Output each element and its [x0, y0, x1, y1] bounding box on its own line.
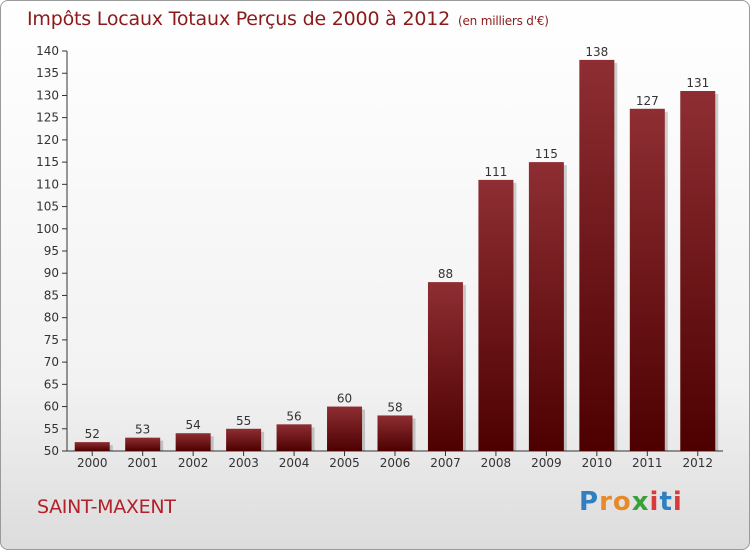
- data-label: 88: [438, 267, 453, 281]
- data-label: 111: [484, 165, 507, 179]
- y-tick-label: 70: [44, 355, 59, 369]
- x-tick-label: 2004: [279, 456, 310, 470]
- y-tick-label: 130: [36, 88, 59, 102]
- data-label: 52: [85, 427, 100, 441]
- y-tick-label: 120: [36, 133, 59, 147]
- y-tick-label: 110: [36, 177, 59, 191]
- y-tick-label: 140: [36, 44, 59, 58]
- data-label: 60: [337, 392, 352, 406]
- x-tick-label: 2008: [481, 456, 512, 470]
- y-tick-label: 100: [36, 222, 59, 236]
- x-tick-label: 2011: [632, 456, 663, 470]
- x-tick-label: 2003: [228, 456, 259, 470]
- y-tick-label: 90: [44, 266, 59, 280]
- bar: [327, 406, 363, 451]
- chart-title: Impôts Locaux Totaux Perçus de 2000 à 20…: [27, 8, 549, 30]
- x-tick-label: 2001: [127, 456, 158, 470]
- x-tick-label: 2007: [430, 456, 461, 470]
- data-label: 138: [585, 45, 608, 59]
- logo-letter: i: [649, 487, 660, 517]
- unit-label: (en milliers d'€): [458, 14, 549, 28]
- logo-letter: o: [612, 487, 632, 517]
- bar: [680, 91, 716, 451]
- y-tick-label: 135: [36, 66, 59, 80]
- y-tick-label: 55: [44, 422, 59, 436]
- x-tick-label: 2005: [329, 456, 360, 470]
- y-tick-label: 50: [44, 444, 59, 458]
- data-label: 55: [236, 414, 251, 428]
- data-label: 115: [535, 147, 558, 161]
- bar: [175, 433, 211, 451]
- proxiti-logo: Proxiti: [579, 487, 683, 517]
- y-tick-label: 65: [44, 377, 59, 391]
- x-tick-label: 2000: [77, 456, 108, 470]
- y-tick-label: 115: [36, 155, 59, 169]
- x-tick-label: 2006: [380, 456, 411, 470]
- logo-letter: t: [659, 487, 673, 517]
- bar: [427, 282, 463, 451]
- y-tick-label: 125: [36, 111, 59, 125]
- y-tick-label: 60: [44, 400, 59, 414]
- data-label: 56: [286, 409, 301, 423]
- bar: [579, 59, 615, 452]
- bar: [377, 415, 413, 451]
- bar: [478, 179, 514, 451]
- y-tick-label: 75: [44, 333, 59, 347]
- x-tick-label: 2012: [682, 456, 713, 470]
- bar: [528, 162, 564, 451]
- logo-letter: P: [579, 487, 600, 517]
- x-tick-label: 2002: [178, 456, 209, 470]
- x-tick-label: 2009: [531, 456, 562, 470]
- logo-letter: x: [631, 487, 650, 517]
- data-label: 131: [686, 76, 709, 90]
- data-label: 53: [135, 423, 150, 437]
- y-tick-label: 80: [44, 311, 59, 325]
- data-label: 127: [636, 94, 659, 108]
- bar: [629, 108, 665, 452]
- y-tick-label: 95: [44, 244, 59, 258]
- y-tick-label: 85: [44, 288, 59, 302]
- bar: [125, 437, 161, 451]
- logo-letter: i: [672, 487, 683, 517]
- bar: [74, 442, 110, 451]
- bar: [276, 424, 312, 451]
- logo-letter: r: [599, 487, 613, 517]
- x-tick-label: 2010: [582, 456, 613, 470]
- y-tick-label: 105: [36, 200, 59, 214]
- commune-name: SAINT-MAXENT: [37, 496, 176, 518]
- bar: [226, 428, 262, 451]
- data-label: 58: [387, 400, 402, 414]
- data-label: 54: [186, 418, 201, 432]
